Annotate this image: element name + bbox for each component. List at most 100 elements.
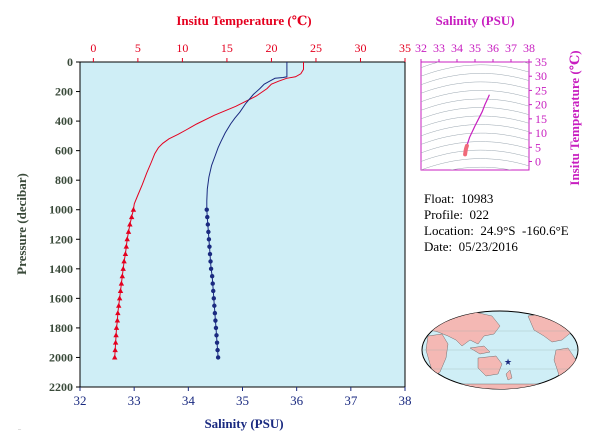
date-label: Date: [424,239,453,254]
temperature-marker [130,206,137,212]
density-contour [421,115,529,128]
temperature-tick-label: 35 [399,41,411,55]
pressure-tick-label: 2200 [49,380,73,394]
ts-top-title: Salinity (PSU) [435,13,514,28]
salinity-marker [214,340,220,345]
info-profile: Profile: 022 [424,207,489,223]
density-contour [421,158,529,170]
main-plot-area [79,61,406,388]
salinity-marker [215,347,220,353]
salinity-profile-line [206,62,288,210]
temperature-tick-label: 20 [265,41,277,55]
salinity-line-path [206,62,288,210]
ts-right-title: Insitu Temperature (℃) [567,50,582,185]
salinity-tick-label: 32 [74,393,87,408]
salinity-tick-label: 37 [344,393,358,408]
pressure-tick-label: 400 [55,114,73,128]
salinity-marker [207,251,213,257]
pressure-axis: 0 200 400 600 800 1000 1200 1400 1600 1800 2000 220… [49,55,80,394]
temperature-marker [117,287,124,293]
temperature-marker [125,228,132,234]
ts-x-tick-label: 35 [469,41,481,55]
temperature-marker [116,295,123,301]
temperature-marker [113,332,119,338]
ts-y-tick-label: 20 [535,98,547,112]
pressure-tick-label: 1400 [49,262,73,276]
density-contour [421,73,529,85]
salinity-tick-label: 35 [236,393,249,408]
density-contour [421,149,529,162]
ts-y-tick-label: 30 [535,69,547,83]
temperature-axis: 0 5 10 15 20 25 30 35 [90,41,411,62]
temperature-tick-label: 25 [310,41,322,55]
salinity-axis: 32 33 34 35 36 37 38 [74,387,412,408]
salinity-marker [215,355,221,360]
ts-x-tick-label: 38 [523,41,535,55]
salinity-marker [206,237,212,242]
temperature-tick-label: 10 [176,41,188,55]
temperature-marker [123,243,130,249]
temperature-tick-label: 30 [354,41,366,55]
temperature-marker [121,258,127,264]
density-contour [421,176,529,187]
pressure-tick-label: 1200 [49,232,73,246]
bottom-axis-title: Salinity (PSU) [204,416,283,431]
salinity-tick-label: 36 [290,393,304,408]
location-label: Location: [424,223,474,238]
profile-value: 022 [469,207,490,222]
salinity-marker [214,333,219,338]
pressure-tick-label: 1000 [49,203,73,217]
salinity-marker [213,318,218,323]
temperature-marker [120,265,126,271]
pressure-tick-label: 2000 [49,350,73,364]
temperature-marker [112,354,118,360]
salinity-marker [207,244,212,249]
salinity-marker [209,274,215,279]
info-date: Date: 05/23/2016 [424,239,518,255]
salinity-markers [204,207,221,360]
salinity-marker [213,325,219,331]
ts-y-tick-label: 15 [535,112,547,126]
temperature-marker [114,317,121,323]
density-contour [421,132,529,145]
main-profile-plot: 0 5 10 15 20 25 30 35 32 33 34 35 36 37 38 0 200 400 600… [14,13,412,431]
salinity-marker [205,222,211,227]
ts-x-tick-label: 36 [487,41,499,55]
temperature-marker [113,324,120,330]
temperature-marker [116,302,122,308]
date-value: 05/23/2016 [458,239,518,254]
ts-x-tick-label: 33 [433,41,445,55]
salinity-marker [208,259,213,264]
salinity-marker [211,296,216,301]
ts-y-tick-label: 35 [535,55,547,69]
temperature-marker [119,273,125,279]
temperature-marker [128,214,135,220]
ts-curve [463,94,490,157]
ts-salinity-axis: 32 33 34 35 36 37 38 [415,41,535,62]
ts-x-tick-label: 34 [451,41,463,55]
salinity-tick-label: 38 [399,393,412,408]
float-label: Float: [424,191,455,206]
temperature-profile-line [132,62,304,210]
top-axis-title: Insitu Temperature (℃) [176,13,311,28]
temperature-marker [127,221,133,227]
temperature-tick-label: 0 [90,41,96,55]
salinity-marker [206,229,211,235]
temperature-marker [118,280,125,286]
temperature-tick-label: 5 [135,41,141,55]
density-contour [449,166,513,170]
profile-label: Profile: [424,207,463,222]
pressure-tick-label: 600 [55,144,73,158]
salinity-tick-label: 34 [182,393,196,408]
info-float: Float: 10983 [424,191,493,207]
info-location: Location: 24.9°S -160.6°E [424,223,569,239]
footer-text: ... [18,426,21,431]
float-location-marker: ★ [504,357,512,367]
pressure-tick-label: 1800 [49,321,73,335]
ts-y-tick-label: 5 [535,140,541,154]
pressure-tick-label: 200 [55,85,73,99]
ts-y-tick-label: 10 [535,126,547,140]
